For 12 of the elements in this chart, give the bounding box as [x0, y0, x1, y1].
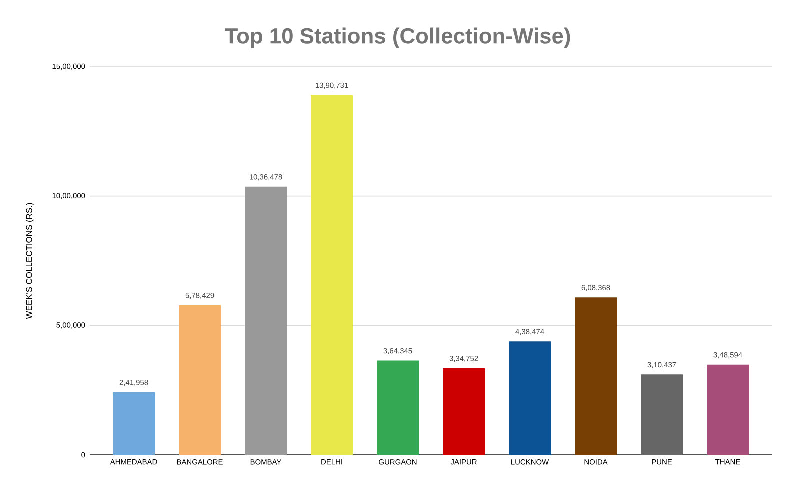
- chart-title: Top 10 Stations (Collection-Wise): [225, 28, 570, 48]
- bar: [377, 360, 420, 455]
- bar: [509, 342, 552, 455]
- y-axis-title: WEEK'S COLLECTIONS (RS.): [26, 203, 34, 320]
- bar: [179, 305, 222, 455]
- bar: [113, 392, 156, 455]
- bar: [707, 364, 750, 455]
- bar: [245, 186, 288, 455]
- bar: [641, 374, 684, 455]
- bar: [311, 95, 354, 455]
- bar: [443, 368, 486, 455]
- bar: [575, 298, 618, 455]
